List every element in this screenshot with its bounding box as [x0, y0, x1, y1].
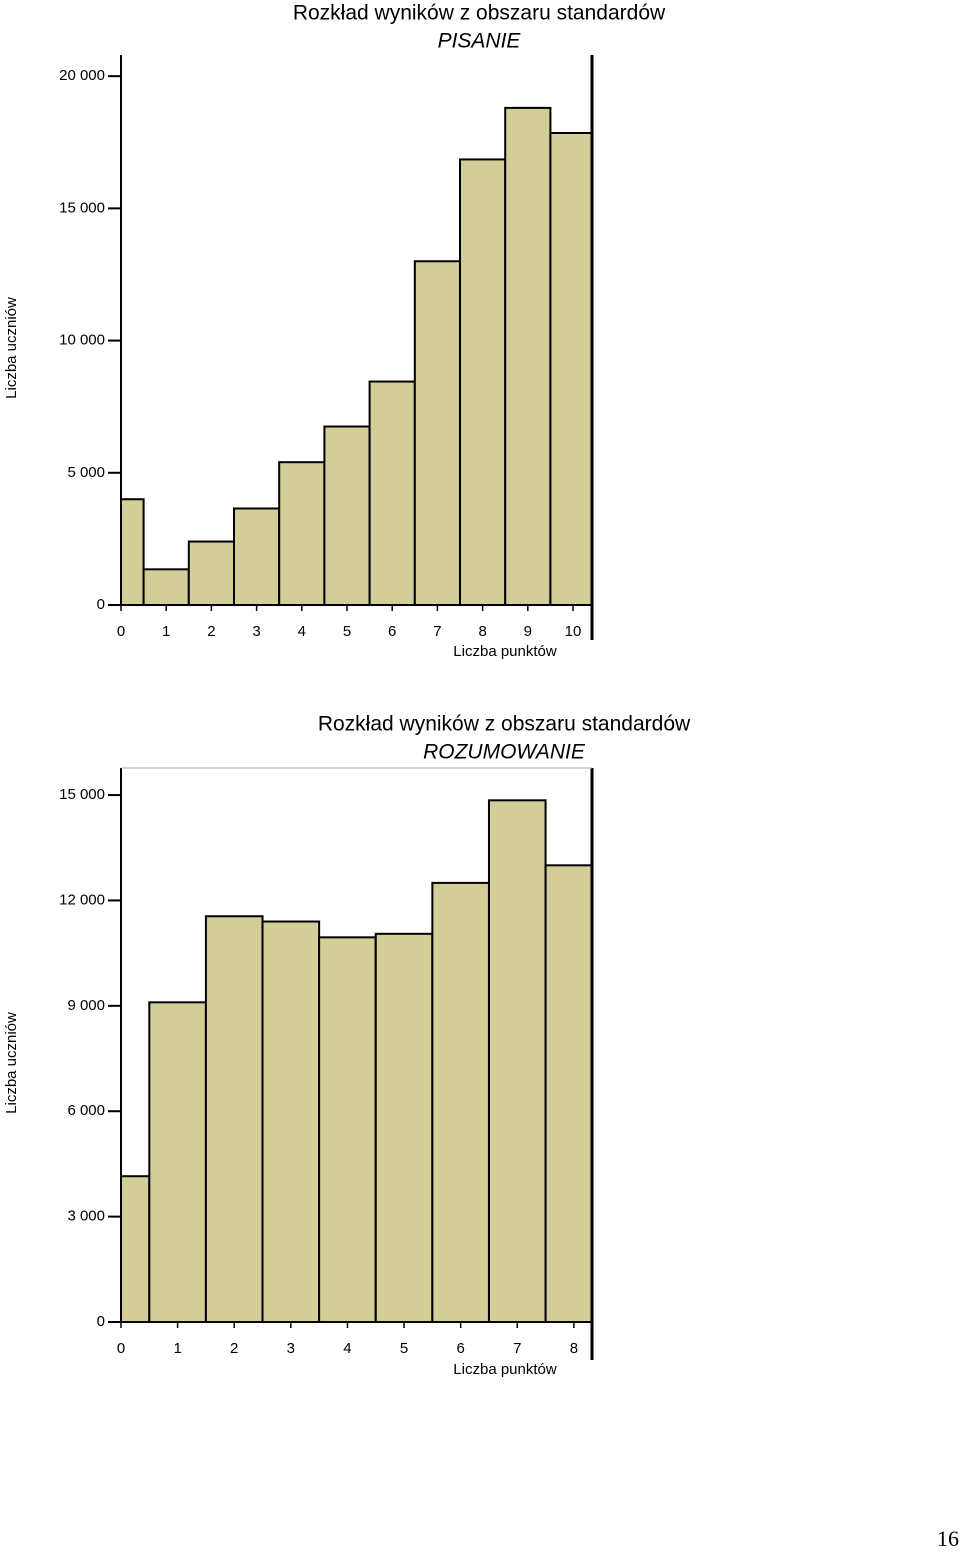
- bar: [187, 540, 236, 606]
- y-tick-label: 0: [97, 1313, 105, 1330]
- bar: [368, 380, 416, 606]
- x-axis-label: Liczba punktów: [453, 1361, 557, 1378]
- bar: [544, 864, 594, 1323]
- bar: [504, 106, 552, 606]
- x-tick-label: 6: [456, 1340, 464, 1357]
- bar: [204, 915, 264, 1324]
- bar: [142, 568, 190, 606]
- x-tick-label: 7: [433, 623, 441, 640]
- x-tick-label: 3: [287, 1340, 295, 1357]
- y-tick-label: 10 000: [59, 332, 105, 349]
- bar: [323, 425, 371, 607]
- bar: [120, 498, 145, 607]
- x-tick-label: 1: [173, 1340, 181, 1357]
- bar: [413, 260, 462, 606]
- x-tick-label: 8: [478, 623, 486, 640]
- bar: [120, 1175, 151, 1324]
- x-tick-label: 4: [343, 1340, 351, 1357]
- x-tick-label: 0: [117, 623, 125, 640]
- x-tick-label: 0: [117, 1340, 125, 1357]
- bar: [278, 461, 326, 607]
- x-tick-label: 5: [400, 1340, 408, 1357]
- x-tick-label: 2: [230, 1340, 238, 1357]
- y-axis-label: Liczba uczniów: [3, 1012, 20, 1114]
- bar: [318, 936, 377, 1324]
- x-tick-label: 6: [388, 623, 396, 640]
- bar: [487, 799, 547, 1323]
- x-tick-label: 10: [565, 623, 582, 640]
- x-tick-label: 4: [298, 623, 306, 640]
- x-tick-label: 8: [570, 1340, 578, 1357]
- y-tick-label: 15 000: [59, 199, 105, 216]
- x-tick-label: 7: [513, 1340, 521, 1357]
- bar: [459, 158, 507, 606]
- bar: [233, 507, 281, 606]
- y-tick-label: 9 000: [67, 997, 105, 1014]
- x-tick-label: 1: [162, 623, 170, 640]
- y-axis-label: Liczba uczniów: [3, 297, 20, 399]
- bar: [549, 132, 594, 606]
- bar: [261, 920, 321, 1323]
- y-tick-label: 20 000: [59, 67, 105, 84]
- y-tick-label: 15 000: [59, 786, 105, 803]
- x-tick-label: 3: [252, 623, 260, 640]
- bar: [148, 1001, 207, 1324]
- x-tick-label: 2: [207, 623, 215, 640]
- y-tick-label: 5 000: [67, 464, 105, 481]
- page-number: 16: [937, 1526, 959, 1551]
- x-tick-label: 9: [524, 623, 532, 640]
- y-tick-label: 0: [97, 596, 105, 613]
- y-tick-label: 6 000: [67, 1102, 105, 1119]
- chart-subtitle: ROZUMOWANIE: [423, 741, 586, 764]
- x-axis-label: Liczba punktów: [453, 643, 557, 660]
- y-tick-label: 12 000: [59, 891, 105, 908]
- x-tick-label: 5: [343, 623, 351, 640]
- chart-title: Rozkład wyników z obszaru standardów: [318, 713, 691, 736]
- chart-subtitle: PISANIE: [438, 30, 522, 53]
- y-tick-label: 3 000: [67, 1208, 105, 1225]
- bar: [431, 881, 490, 1323]
- bar: [374, 932, 434, 1324]
- chart-title: Rozkład wyników z obszaru standardów: [293, 2, 666, 25]
